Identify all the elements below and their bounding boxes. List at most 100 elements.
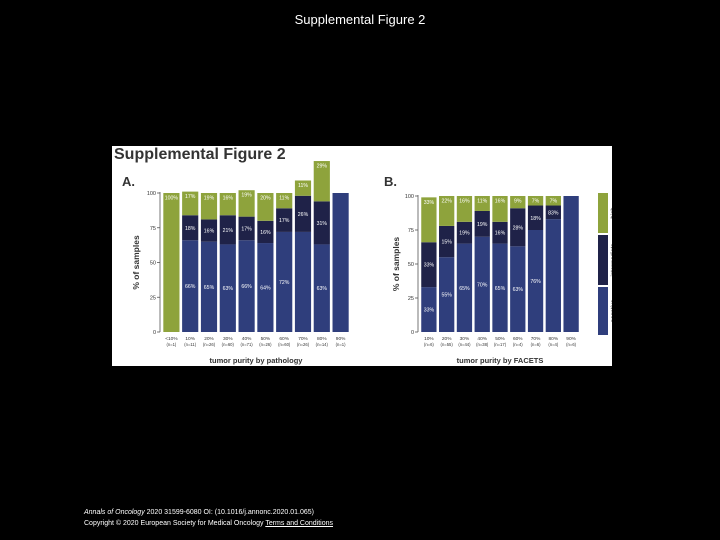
x-axis-label: tumor purity by FACETS	[457, 356, 544, 365]
legend-label-high: high	[611, 207, 612, 218]
bar-high	[492, 196, 508, 222]
data-label: 20%	[260, 196, 271, 202]
data-label: 16%	[495, 231, 506, 237]
bar-intermediate	[527, 205, 544, 230]
bar-negative	[563, 196, 579, 332]
slide-title: Supplemental Figure 2	[294, 12, 426, 27]
x-tick-n-label: (n=26)	[297, 342, 310, 347]
bar-intermediate	[257, 220, 274, 244]
x-tick-label: 30%	[460, 336, 470, 342]
data-label: 7%	[550, 199, 558, 205]
data-label: 65%	[495, 286, 506, 292]
data-label: 83%	[548, 210, 559, 216]
x-tick-n-label: (n=26)	[259, 342, 272, 347]
data-label: 55%	[441, 293, 452, 299]
x-tick-n-label: (n=6)	[566, 342, 576, 347]
data-label: 28%	[513, 225, 524, 231]
y-tick-label: 0	[153, 330, 156, 336]
data-label: 33%	[424, 200, 435, 206]
bar-intermediate	[294, 195, 312, 232]
bar-high	[257, 193, 274, 221]
x-tick-label: 10%	[424, 336, 434, 342]
panel-b-letter: B.	[384, 174, 397, 189]
x-tick-n-label: (n=4)	[548, 342, 558, 347]
bar-intermediate	[492, 221, 508, 244]
x-tick-n-label: (n=11)	[184, 342, 197, 347]
legend-label-negative: negative	[611, 299, 612, 322]
data-label: 17%	[241, 226, 252, 232]
x-tick-label: 80%	[317, 336, 327, 342]
bar-high	[219, 193, 236, 216]
bar-high	[474, 196, 490, 211]
data-label: 22%	[441, 199, 452, 205]
bar-negative	[182, 240, 199, 332]
data-label: 19%	[241, 193, 252, 199]
bar-high	[238, 190, 255, 217]
data-label: 31%	[317, 221, 328, 227]
bar-negative	[219, 244, 236, 332]
bar-intermediate	[421, 242, 437, 288]
citation: Annals of Oncology 2020 31599-6080 OI: (…	[84, 507, 333, 529]
x-tick-n-label: (n=38)	[476, 342, 489, 347]
data-label: 72%	[279, 280, 290, 286]
bar-high	[510, 196, 526, 209]
data-label: 7%	[532, 199, 540, 205]
data-label: 11%	[298, 183, 308, 189]
bar-negative	[456, 243, 473, 332]
data-label: 18%	[185, 226, 196, 232]
data-label: 63%	[317, 286, 328, 292]
figure-panel: Supplemental Figure 2 A. B. 0 25 50 75 100 % …	[112, 146, 612, 366]
x-axis-label: tumor purity by pathology	[210, 356, 304, 365]
data-label: 70%	[477, 282, 488, 288]
x-tick-label: 20%	[204, 336, 214, 342]
data-label: 100%	[165, 196, 179, 202]
data-label: 63%	[513, 287, 524, 293]
terms-link[interactable]: Terms and Conditions	[265, 520, 334, 527]
y-tick-label: 75	[408, 228, 414, 234]
x-tick-label: 40%	[242, 336, 252, 342]
x-tick-label: 50%	[495, 336, 505, 342]
data-label: 16%	[223, 196, 234, 202]
x-tick-n-label: (n=44)	[458, 342, 471, 347]
x-tick-n-label: (n=1)	[166, 342, 176, 347]
bar-high	[313, 161, 330, 202]
x-tick-n-label: (n=1)	[336, 342, 346, 347]
y-tick-label: 25	[408, 296, 414, 302]
data-label: 16%	[204, 229, 215, 235]
data-label: 29%	[317, 164, 328, 170]
y-tick-label: 100	[405, 194, 414, 200]
data-label: 18%	[530, 216, 541, 222]
data-label: 65%	[204, 285, 215, 291]
data-label: 9%	[514, 199, 522, 205]
x-tick-label: 60%	[279, 336, 289, 342]
legend-swatch-negative	[598, 287, 608, 335]
bar-intermediate	[474, 210, 490, 237]
data-label: 33%	[424, 263, 435, 269]
x-tick-label: 10%	[185, 336, 195, 342]
data-label: 33%	[424, 308, 435, 314]
legend-swatch-intermediate	[598, 235, 608, 285]
bar-negative	[474, 236, 490, 332]
y-tick-label: 0	[411, 330, 414, 336]
y-tick-label: 100	[147, 191, 156, 197]
x-tick-n-label: (n=26)	[203, 342, 216, 347]
bar-negative	[510, 246, 526, 332]
y-axis-label: % of samples	[391, 237, 401, 292]
bar-intermediate	[276, 208, 293, 232]
citation-copyright: Copyright © 2020 European Society for Me…	[84, 520, 264, 527]
bar-intermediate	[545, 205, 561, 220]
bar-high	[421, 197, 437, 243]
y-tick-label: 50	[408, 262, 414, 268]
bar-negative	[439, 257, 455, 332]
x-tick-n-label: (n=55)	[441, 342, 454, 347]
bar-high	[294, 180, 312, 196]
bar-negative	[492, 243, 508, 332]
x-tick-label: 20%	[442, 336, 452, 342]
bar-negative	[527, 230, 544, 332]
bar-high	[545, 196, 561, 206]
data-label: 17%	[279, 218, 290, 224]
data-label: 19%	[204, 196, 215, 202]
citation-journal: Annals of Oncology	[84, 509, 145, 516]
data-label: 66%	[185, 284, 196, 290]
